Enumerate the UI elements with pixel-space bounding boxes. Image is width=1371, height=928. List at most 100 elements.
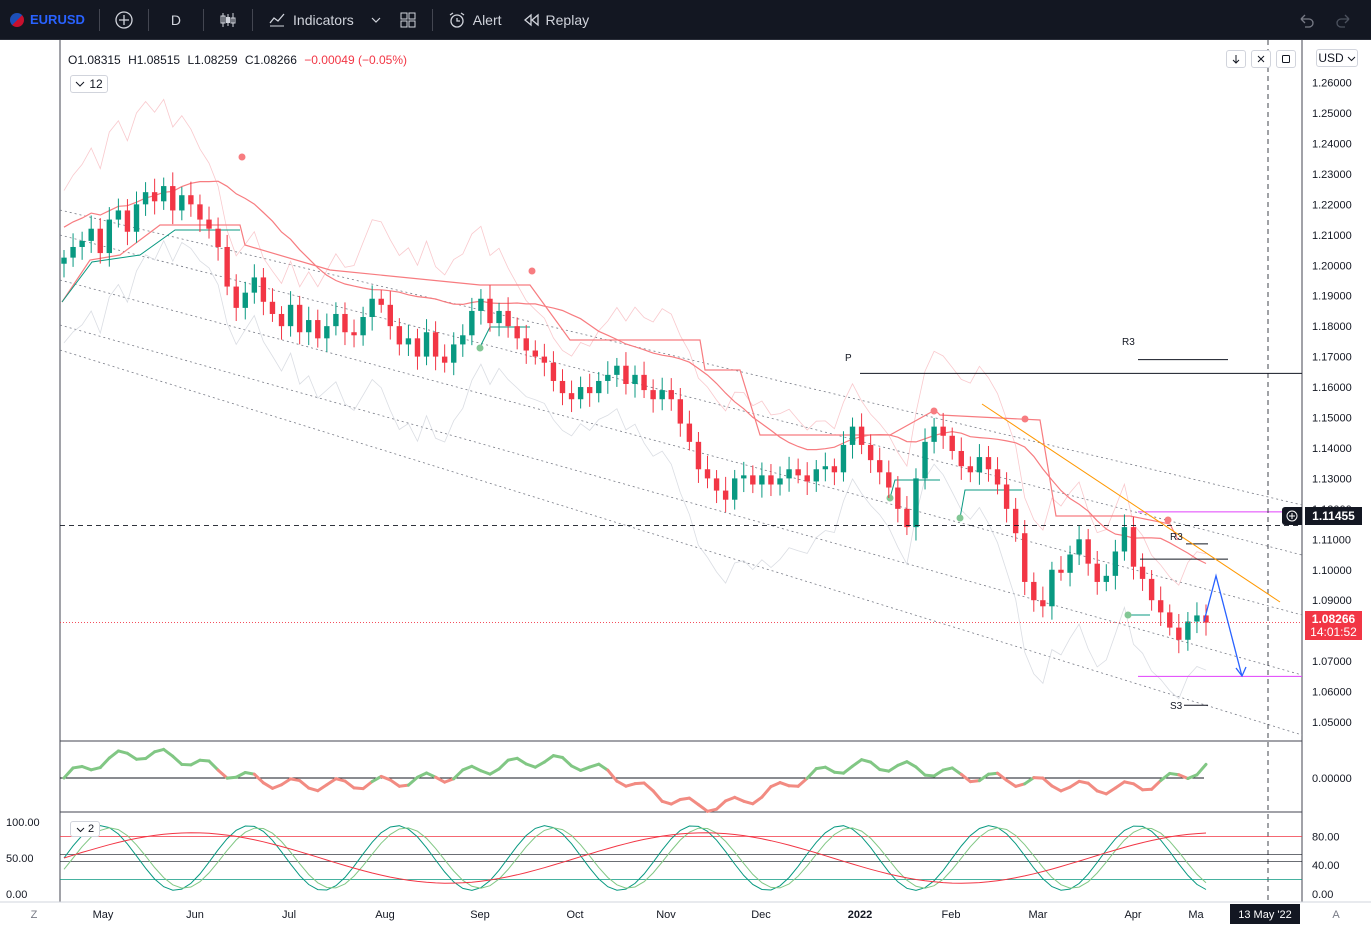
candle-body[interactable] (1185, 621, 1191, 640)
candle-body[interactable] (886, 472, 892, 488)
candle-body[interactable] (469, 310, 475, 336)
candle-body[interactable] (142, 192, 149, 205)
candle-body[interactable] (523, 338, 529, 351)
candle-body[interactable] (904, 508, 910, 528)
candle-body[interactable] (695, 441, 702, 470)
candle-body[interactable] (342, 313, 348, 333)
candle-body[interactable] (360, 317, 366, 336)
redo-button[interactable] (1325, 0, 1371, 40)
candle-body[interactable] (586, 387, 593, 394)
candle-body[interactable] (786, 469, 792, 479)
trend-line[interactable] (981, 403, 1281, 603)
candle-body[interactable] (242, 292, 248, 308)
candle-body[interactable] (1130, 527, 1137, 567)
candle-body[interactable] (1167, 612, 1173, 628)
candle-body[interactable] (958, 450, 964, 467)
candle-body[interactable] (206, 219, 212, 229)
candle-body[interactable] (441, 356, 448, 363)
candle-body[interactable] (614, 365, 620, 375)
candle-body[interactable] (668, 390, 674, 400)
layout-button[interactable] (388, 0, 428, 40)
candle-body[interactable] (976, 457, 983, 473)
candle-body[interactable] (1067, 554, 1073, 573)
candle-body[interactable] (106, 219, 113, 254)
candle-body[interactable] (1022, 533, 1028, 582)
candle-body[interactable] (922, 441, 928, 479)
candle-body[interactable] (487, 298, 493, 324)
candle-body[interactable] (732, 478, 738, 500)
candle-body[interactable] (115, 210, 122, 220)
candle-body[interactable] (151, 192, 158, 202)
candle-body[interactable] (1112, 551, 1119, 576)
candle-body[interactable] (315, 320, 321, 339)
candle-body[interactable] (88, 228, 94, 241)
candle-body[interactable] (949, 435, 955, 451)
candle-body[interactable] (913, 478, 919, 528)
candle-body[interactable] (877, 460, 883, 473)
candle-body[interactable] (1076, 539, 1082, 555)
candle-body[interactable] (161, 186, 167, 202)
candle-body[interactable] (541, 356, 548, 363)
candle-body[interactable] (713, 478, 720, 491)
candle-body[interactable] (605, 374, 611, 381)
candle-body[interactable] (351, 332, 357, 336)
candle-body[interactable] (197, 204, 203, 220)
close-pane-button[interactable] (1251, 50, 1271, 68)
candle-body[interactable] (269, 301, 276, 314)
alert-button[interactable]: Alert (437, 0, 512, 40)
candle-body[interactable] (378, 298, 384, 305)
candle-body[interactable] (1085, 539, 1091, 564)
candle-body[interactable] (967, 466, 974, 473)
candle-body[interactable] (1031, 581, 1037, 601)
candle-body[interactable] (686, 423, 693, 442)
scroll-to-realtime-button[interactable] (1226, 50, 1246, 68)
candle-body[interactable] (632, 374, 638, 385)
candle-body[interactable] (333, 313, 339, 327)
maximize-pane-button[interactable] (1276, 50, 1296, 68)
candle-body[interactable] (1103, 575, 1109, 582)
candle-body[interactable] (831, 466, 838, 473)
crosshair-add-button[interactable] (1282, 507, 1302, 525)
candle-body[interactable] (432, 332, 439, 357)
candle-body[interactable] (994, 469, 1001, 485)
candle-body[interactable] (396, 326, 403, 345)
candle-body[interactable] (895, 487, 901, 509)
candle-body[interactable] (704, 469, 711, 479)
candle-body[interactable] (813, 469, 819, 482)
candle-body[interactable] (1003, 484, 1010, 509)
candle-body[interactable] (324, 326, 330, 339)
candle-body[interactable] (650, 390, 656, 400)
candle-body[interactable] (369, 298, 375, 318)
candle-body[interactable] (1121, 527, 1128, 552)
candle-body[interactable] (70, 246, 76, 258)
candle-body[interactable] (1194, 615, 1200, 622)
candle-body[interactable] (559, 380, 566, 394)
projection-path[interactable] (1203, 573, 1243, 677)
candle-body[interactable] (985, 457, 992, 470)
indicators-button[interactable]: Indicators (257, 0, 364, 40)
symbol-button[interactable]: EURUSD (0, 0, 95, 40)
compare-button[interactable] (104, 0, 144, 40)
candle-body[interactable] (568, 393, 575, 400)
candle-body[interactable] (124, 210, 131, 232)
candle-body[interactable] (822, 466, 829, 470)
candle-body[interactable] (777, 478, 783, 485)
candle-body[interactable] (478, 298, 484, 311)
candle-body[interactable] (849, 426, 856, 445)
candle-body[interactable] (414, 338, 421, 357)
auto-scale-button[interactable]: A (1332, 909, 1340, 921)
candle-body[interactable] (741, 475, 747, 479)
drawing-tools[interactable] (60, 40, 1302, 902)
candle-body[interactable] (224, 246, 230, 287)
candle-body[interactable] (1040, 600, 1046, 607)
candle-body[interactable] (550, 362, 557, 381)
undo-button[interactable] (1287, 0, 1325, 40)
candle-body[interactable] (505, 310, 511, 327)
candle-body[interactable] (278, 313, 285, 327)
candle-body[interactable] (188, 195, 194, 205)
indicators-collapse-button[interactable]: 12 (70, 75, 108, 93)
currency-dropdown[interactable]: USD (1316, 49, 1358, 67)
candle-body[interactable] (858, 426, 865, 445)
candle-body[interactable] (1012, 508, 1019, 534)
candle-body[interactable] (387, 304, 393, 327)
